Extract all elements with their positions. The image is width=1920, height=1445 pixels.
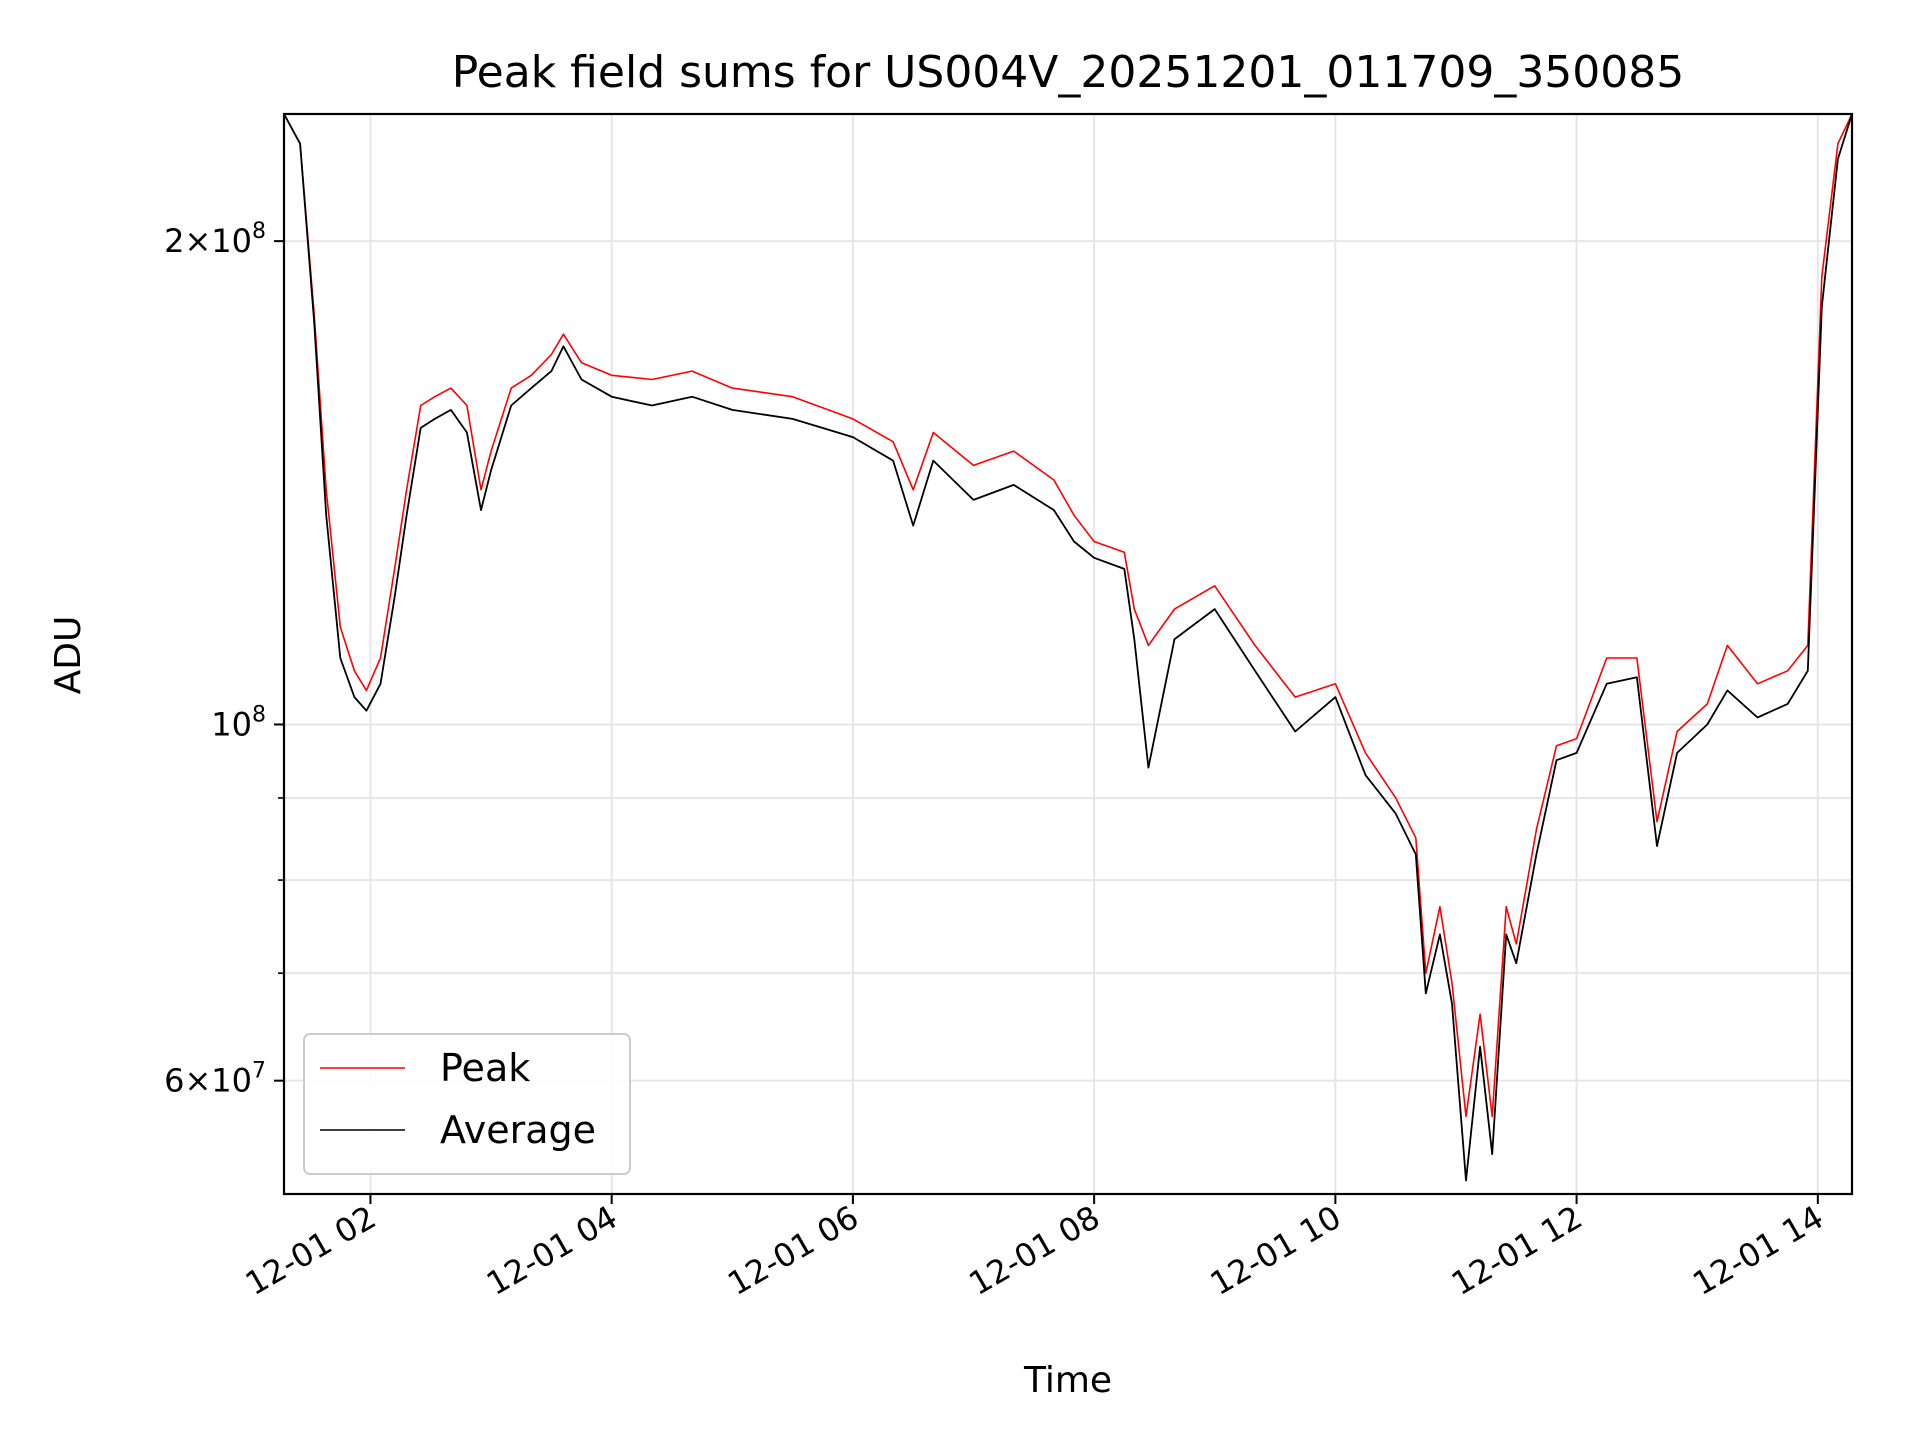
y-tick-label: 6×107 xyxy=(164,1059,266,1100)
legend: Peak Average xyxy=(303,1033,631,1175)
y-tick-label-exponent: 8 xyxy=(252,702,266,727)
series-line-average xyxy=(284,114,1852,1182)
plot-area xyxy=(284,114,1852,1182)
y-tick-label-base: 2×10 xyxy=(164,222,252,260)
legend-box xyxy=(303,1033,631,1175)
y-tick-label-exponent: 8 xyxy=(252,219,266,244)
y-tick-label-base: 10 xyxy=(211,705,252,743)
y-tick-label-base: 6×10 xyxy=(164,1062,252,1100)
series-line-peak xyxy=(284,114,1852,1118)
y-axis-label: ADU xyxy=(48,616,89,695)
y-tick-label-exponent: 7 xyxy=(252,1059,266,1084)
legend-average-label: Average xyxy=(440,1108,596,1152)
y-tick-label: 108 xyxy=(211,702,266,743)
chart-title: Peak field sums for US004V_20251201_0117… xyxy=(452,47,1685,98)
y-tick-label: 2×108 xyxy=(164,219,266,260)
x-axis-label: Time xyxy=(1023,1360,1112,1401)
legend-peak-label: Peak xyxy=(440,1046,530,1090)
grid xyxy=(284,114,1852,1194)
plot-frame xyxy=(282,112,1854,1196)
